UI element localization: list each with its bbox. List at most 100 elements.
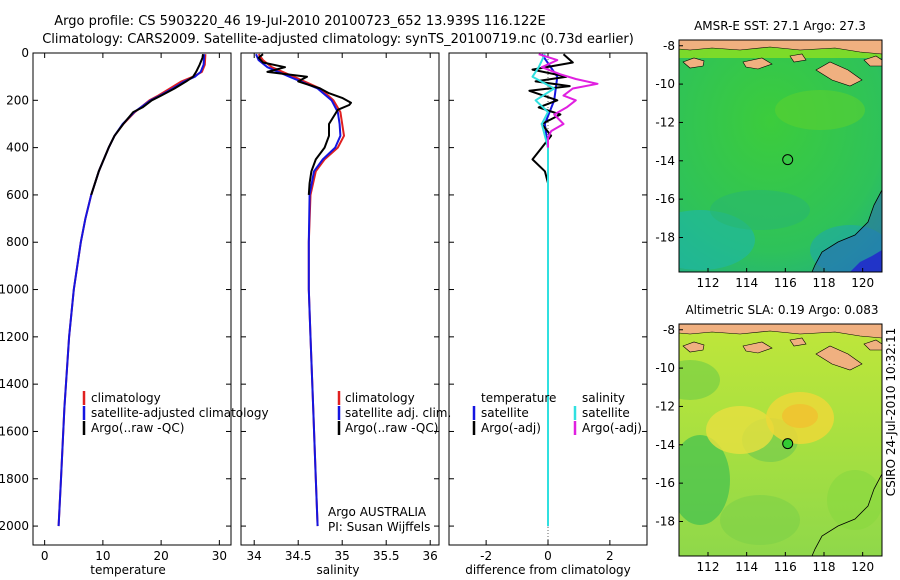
y-tick-label: 1400	[0, 377, 29, 391]
annotation-pi: PI: Susan Wijffels	[328, 520, 430, 534]
y-tick-label: 0	[21, 46, 29, 60]
y-tick-label: 1000	[0, 283, 29, 297]
salinity-ticks: 34 34.5 35 35.5 36	[241, 52, 439, 563]
x-tick-label: -2	[480, 549, 492, 563]
x-tick-label: 34	[247, 549, 262, 563]
map-y-tick-label: -16	[655, 192, 675, 206]
series-line-climatology	[57, 54, 207, 527]
sst-map-title: AMSR-E SST: 27.1 Argo: 27.3	[694, 19, 866, 33]
legend-header-temperature: temperature	[481, 391, 556, 405]
series-line-temperature-satellite	[540, 53, 559, 527]
map-y-tick-label: -12	[655, 399, 675, 413]
sst-map-ticks: 112 114 116 118 120 -8 -10 -12 -14 -16 -18	[655, 39, 874, 290]
difference-xlabel: difference from climatology	[465, 563, 631, 577]
map-y-tick-label: -12	[655, 115, 675, 129]
map-x-tick-label: 112	[697, 276, 720, 290]
x-tick-label: 0	[544, 549, 552, 563]
difference-axes-frame	[448, 52, 648, 546]
series-line-argo-raw-qc-	[90, 54, 204, 196]
y-tick-label: 200	[6, 93, 29, 107]
sla-argo-location-marker	[782, 438, 794, 450]
salinity-lines	[255, 53, 352, 527]
temperature-legend: climatology satellite-adjusted climatolo…	[82, 391, 269, 435]
sst-map-panel: AMSR-E SST: 27.1 Argo: 27.3 112 114 116 118…	[655, 19, 883, 290]
title-line-2: Climatology: CARS2009. Satellite-adjuste…	[42, 32, 634, 47]
legend-label-sal-satellite: satellite	[582, 406, 630, 420]
x-tick-label: 2	[606, 549, 614, 563]
y-tick-label: 1200	[0, 330, 29, 344]
title-line-1: Argo profile: CS 5903220_46 19-Jul-2010 …	[54, 14, 545, 29]
difference-panel: -2 0 2 difference from climatology tempera…	[448, 52, 648, 577]
salinity-legend: climatology satellite adj. clim. Argo(..…	[337, 391, 451, 435]
map-y-tick-label: -10	[655, 77, 675, 91]
difference-lines	[528, 53, 599, 527]
map-y-tick-label: -18	[655, 230, 675, 244]
map-y-tick-label: -8	[663, 39, 675, 53]
map-x-tick-label: 120	[851, 276, 874, 290]
legend-label-climatology: climatology	[91, 391, 161, 405]
legend-label-satellite: satellite-adjusted climatology	[91, 406, 269, 420]
legend-label-sal-argo: Argo(-adj)	[582, 421, 642, 435]
x-tick-label: 20	[153, 549, 168, 563]
series-line-salinity-satellite	[531, 53, 556, 527]
map-x-tick-label: 120	[851, 560, 874, 574]
x-tick-label: 34.5	[285, 549, 312, 563]
salinity-axes-frame	[240, 52, 440, 546]
map-x-tick-label: 114	[735, 560, 758, 574]
sst-argo-location-marker	[782, 154, 794, 166]
x-tick-label: 35	[335, 549, 350, 563]
legend-label-climatology: climatology	[345, 391, 415, 405]
map-x-tick-label: 114	[735, 276, 758, 290]
temperature-ticks: 0 10 20 30 0 200 400 600 800 1000 1200 1400 1600 1800…	[0, 46, 231, 563]
csiro-timestamp: CSIRO 24-Jul-2010 10:32:11	[884, 328, 898, 496]
map-x-tick-label: 118	[813, 276, 836, 290]
map-x-tick-label: 116	[774, 560, 797, 574]
map-y-tick-label: -10	[655, 361, 675, 375]
series-line-satellite-adjusted-climatology	[57, 54, 206, 527]
legend-label-argo: Argo(..raw -QC)	[91, 421, 184, 435]
x-tick-label: 0	[41, 549, 49, 563]
x-tick-label: 36	[423, 549, 438, 563]
y-tick-label: 600	[6, 188, 29, 202]
x-tick-label: 30	[212, 549, 227, 563]
map-y-tick-label: -16	[655, 476, 675, 490]
x-tick-label: 10	[95, 549, 110, 563]
temperature-xlabel: temperature	[90, 563, 165, 577]
y-tick-label: 800	[6, 235, 29, 249]
map-y-tick-label: -18	[655, 514, 675, 528]
legend-label-satellite: satellite adj. clim.	[345, 406, 451, 420]
sst-map-image	[679, 40, 882, 272]
series-line-climatology	[257, 53, 345, 527]
legend-label-temp-argo: Argo(-adj)	[481, 421, 541, 435]
map-y-tick-label: -8	[663, 323, 675, 337]
sst-map-frame	[678, 39, 883, 273]
sla-map-ticks: 112 114 116 118 120 -8 -10 -12 -14 -16 -18	[655, 323, 874, 574]
map-x-tick-label: 112	[697, 560, 720, 574]
sla-map-title: Altimetric SLA: 0.19 Argo: 0.083	[685, 303, 878, 317]
sla-map-image	[679, 324, 882, 556]
sla-map-frame	[678, 323, 883, 557]
sla-map-panel: Altimetric SLA: 0.19 Argo: 0.083 112 114 1…	[655, 303, 883, 574]
annotation-argo-australia: Argo AUSTRALIA	[328, 505, 427, 519]
y-tick-label: 400	[6, 141, 29, 155]
temperature-panel: 0 10 20 30 0 200 400 600 800 1000 1200 1400 1600 1800…	[0, 46, 269, 577]
series-line-satellite-adj-clim-	[255, 53, 342, 527]
map-x-tick-label: 118	[813, 560, 836, 574]
y-tick-label: 1800	[0, 472, 29, 486]
map-y-tick-label: -14	[655, 438, 675, 452]
series-line-temperature-argo-adj-	[528, 53, 574, 195]
series-line-argo-raw-qc-	[257, 53, 352, 195]
x-tick-label: 35.5	[373, 549, 400, 563]
series-line-salinity-argo-adj-	[538, 53, 599, 148]
legend-header-salinity: salinity	[582, 391, 625, 405]
legend-label-temp-satellite: satellite	[481, 406, 529, 420]
temperature-lines	[57, 54, 207, 527]
legend-label-argo: Argo(..raw -QC)	[345, 421, 438, 435]
map-y-tick-label: -14	[655, 154, 675, 168]
salinity-xlabel: salinity	[316, 563, 359, 577]
temperature-axes-frame	[32, 52, 232, 546]
y-tick-label: 2000	[0, 519, 29, 533]
map-x-tick-label: 116	[774, 276, 797, 290]
salinity-panel: 34 34.5 35 35.5 36 salinity climatology sate…	[240, 52, 451, 577]
